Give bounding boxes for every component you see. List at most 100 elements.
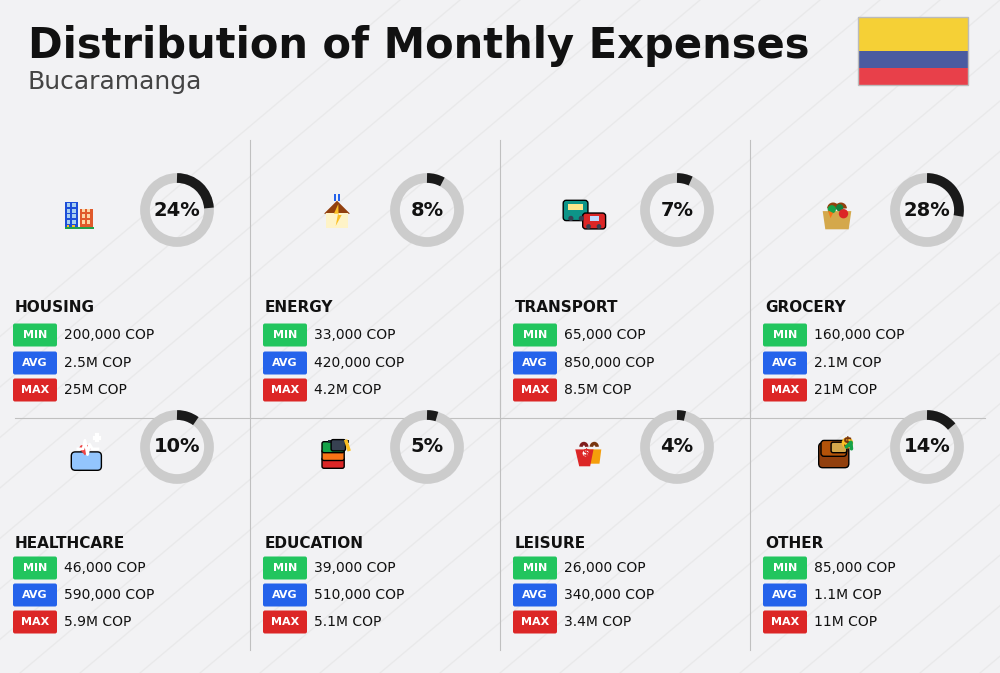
Text: AVG: AVG	[272, 358, 298, 368]
FancyBboxPatch shape	[13, 583, 57, 606]
Text: AVG: AVG	[22, 358, 48, 368]
Circle shape	[583, 450, 589, 456]
FancyBboxPatch shape	[513, 583, 557, 606]
FancyBboxPatch shape	[13, 351, 57, 374]
Text: $: $	[843, 436, 852, 450]
Text: ENERGY: ENERGY	[265, 301, 334, 316]
Text: AVG: AVG	[272, 590, 298, 600]
Bar	[87, 209, 90, 213]
Text: EDUCATION: EDUCATION	[265, 536, 364, 551]
Text: 8.5M COP: 8.5M COP	[564, 383, 631, 397]
Bar	[338, 194, 340, 201]
Text: 65,000 COP: 65,000 COP	[564, 328, 646, 342]
Text: MAX: MAX	[271, 385, 299, 395]
Bar	[65, 227, 94, 229]
Text: MIN: MIN	[523, 563, 547, 573]
Bar	[858, 68, 968, 85]
FancyBboxPatch shape	[263, 351, 307, 374]
Text: 1.1M COP: 1.1M COP	[814, 588, 882, 602]
Text: 4%: 4%	[660, 437, 694, 456]
Text: 590,000 COP: 590,000 COP	[64, 588, 154, 602]
Text: 24%: 24%	[154, 201, 200, 219]
Bar	[87, 215, 90, 218]
Polygon shape	[334, 204, 342, 226]
Text: MIN: MIN	[523, 330, 547, 340]
Text: 510,000 COP: 510,000 COP	[314, 588, 404, 602]
Text: MIN: MIN	[273, 563, 297, 573]
Text: 340,000 COP: 340,000 COP	[564, 588, 654, 602]
Bar	[72, 225, 75, 227]
Text: 28%: 28%	[904, 201, 950, 219]
Text: MAX: MAX	[521, 385, 549, 395]
FancyBboxPatch shape	[322, 450, 344, 460]
FancyBboxPatch shape	[322, 457, 344, 468]
Text: MAX: MAX	[521, 617, 549, 627]
Text: Distribution of Monthly Expenses: Distribution of Monthly Expenses	[28, 25, 810, 67]
Text: HEALTHCARE: HEALTHCARE	[15, 536, 125, 551]
Text: 46,000 COP: 46,000 COP	[64, 561, 146, 575]
FancyBboxPatch shape	[819, 443, 849, 468]
Text: TRANSPORT: TRANSPORT	[515, 301, 618, 316]
FancyBboxPatch shape	[263, 610, 307, 633]
Text: GROCERY: GROCERY	[765, 301, 846, 316]
Bar	[67, 203, 70, 207]
FancyBboxPatch shape	[763, 557, 807, 579]
Bar	[67, 225, 69, 227]
Text: AVG: AVG	[772, 358, 798, 368]
Bar	[67, 209, 70, 213]
Text: OTHER: OTHER	[765, 536, 823, 551]
Text: 5.9M COP: 5.9M COP	[64, 615, 131, 629]
FancyBboxPatch shape	[263, 583, 307, 606]
Bar	[326, 213, 348, 228]
Text: 39,000 COP: 39,000 COP	[314, 561, 396, 575]
FancyBboxPatch shape	[13, 324, 57, 347]
Text: AVG: AVG	[772, 590, 798, 600]
FancyBboxPatch shape	[821, 440, 846, 456]
Bar	[72, 220, 76, 224]
FancyBboxPatch shape	[263, 557, 307, 579]
FancyBboxPatch shape	[763, 610, 807, 633]
FancyBboxPatch shape	[763, 324, 807, 347]
FancyBboxPatch shape	[513, 557, 557, 579]
FancyBboxPatch shape	[513, 610, 557, 633]
Text: MIN: MIN	[773, 563, 797, 573]
FancyBboxPatch shape	[322, 441, 344, 453]
Polygon shape	[324, 201, 350, 214]
Text: 2.5M COP: 2.5M COP	[64, 356, 131, 370]
Text: MAX: MAX	[21, 385, 49, 395]
Text: 10%: 10%	[154, 437, 200, 456]
FancyBboxPatch shape	[263, 378, 307, 402]
Polygon shape	[79, 449, 90, 456]
FancyBboxPatch shape	[513, 351, 557, 374]
FancyBboxPatch shape	[513, 378, 557, 402]
Text: MIN: MIN	[773, 330, 797, 340]
Text: 850,000 COP: 850,000 COP	[564, 356, 654, 370]
Text: 33,000 COP: 33,000 COP	[314, 328, 396, 342]
Text: 3.4M COP: 3.4M COP	[564, 615, 631, 629]
Text: LEISURE: LEISURE	[515, 536, 586, 551]
Bar	[87, 220, 90, 224]
Text: MAX: MAX	[271, 617, 299, 627]
Circle shape	[84, 445, 90, 451]
Text: MAX: MAX	[21, 617, 49, 627]
Text: MAX: MAX	[771, 617, 799, 627]
Circle shape	[828, 205, 836, 213]
Text: 5.1M COP: 5.1M COP	[314, 615, 381, 629]
FancyBboxPatch shape	[13, 610, 57, 633]
Text: MIN: MIN	[273, 330, 297, 340]
FancyBboxPatch shape	[763, 351, 807, 374]
Circle shape	[79, 445, 85, 451]
FancyBboxPatch shape	[563, 201, 588, 221]
Text: 420,000 COP: 420,000 COP	[314, 356, 404, 370]
Text: 85,000 COP: 85,000 COP	[814, 561, 896, 575]
Text: 160,000 COP: 160,000 COP	[814, 328, 904, 342]
Text: 4.2M COP: 4.2M COP	[314, 383, 381, 397]
Bar	[82, 215, 85, 218]
Text: $: $	[582, 448, 589, 458]
Text: 11M COP: 11M COP	[814, 615, 877, 629]
Text: 2.1M COP: 2.1M COP	[814, 356, 881, 370]
Text: AVG: AVG	[522, 590, 548, 600]
FancyBboxPatch shape	[13, 557, 57, 579]
Circle shape	[839, 209, 848, 218]
Bar	[858, 51, 968, 68]
